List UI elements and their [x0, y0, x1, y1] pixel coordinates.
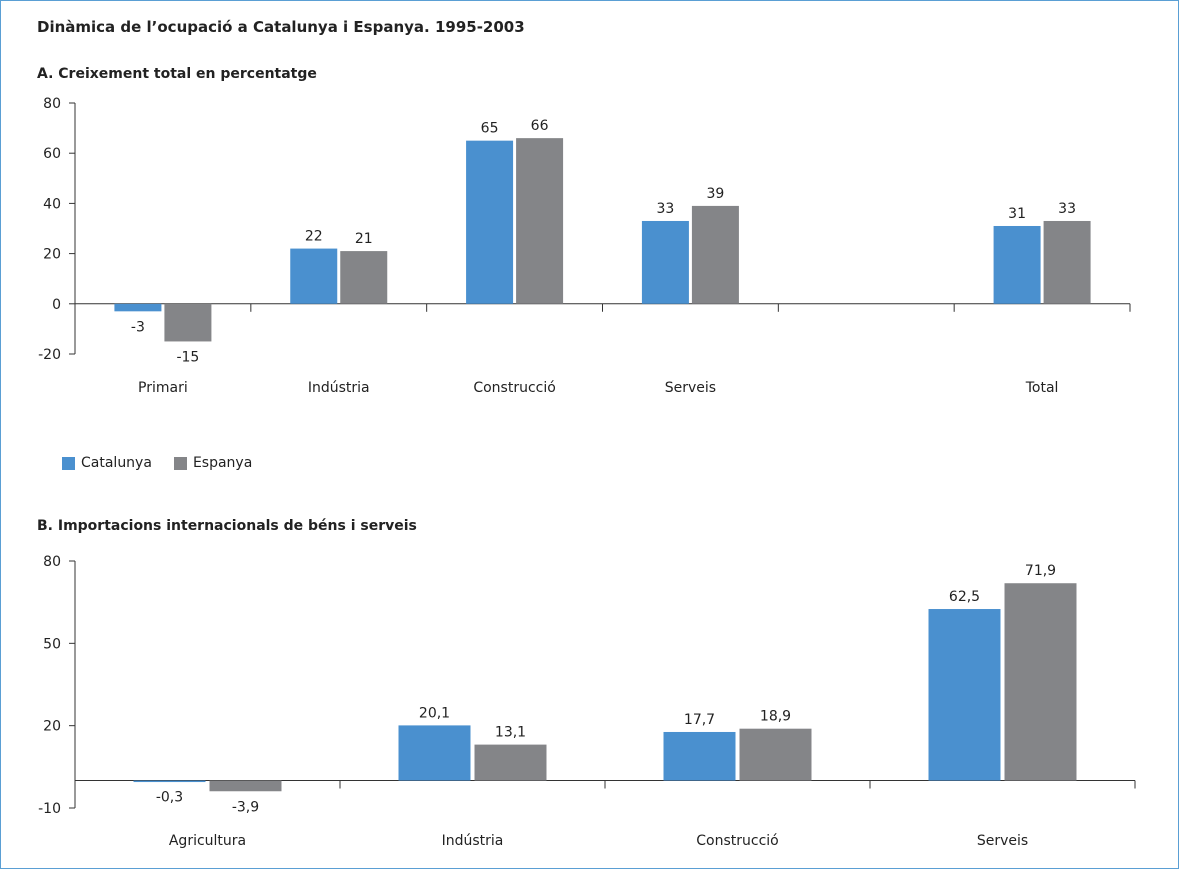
chart-b-bar-espanya: [739, 728, 812, 781]
chart-b-y-tick-label: 20: [43, 719, 61, 735]
chart-b-data-label: 71,9: [1025, 563, 1056, 579]
chart-a-category-label: Construcció: [473, 380, 555, 396]
chart-a-bar-espanya: [164, 303, 212, 342]
chart-b-y-tick-label: -10: [38, 801, 61, 817]
chart-b-category-label: Agricultura: [169, 833, 246, 849]
legend: Catalunya Espanya: [62, 455, 274, 471]
chart-a-y-tick-label: -20: [38, 347, 61, 363]
chart-b-y-tick-label: 50: [43, 636, 61, 652]
chart-b-bar-catalunya: [928, 609, 1001, 781]
chart-a-bar-catalunya: [641, 220, 689, 304]
figure-title: Dinàmica de l’ocupació a Catalunya i Esp…: [37, 18, 525, 36]
chart-b-category-label: Serveis: [977, 833, 1028, 849]
chart-a-data-label: 21: [355, 231, 373, 247]
legend-item-espanya: Espanya: [173, 455, 253, 471]
chart-a-y-tick-label: 20: [43, 247, 61, 263]
chart-b-data-label: 62,5: [949, 589, 980, 605]
chart-a-data-label: -15: [176, 349, 199, 365]
chart-a-bar-catalunya: [290, 248, 338, 304]
chart-a-data-label: 65: [481, 121, 499, 137]
chart-b-category-label: Construcció: [696, 833, 778, 849]
chart-a-bar-espanya: [1043, 220, 1091, 304]
chart-a-data-label: 39: [707, 186, 725, 202]
chart-a-bar-espanya: [340, 251, 388, 304]
chart-a-data-label: 33: [657, 201, 675, 217]
chart-a-y-tick-label: 80: [43, 96, 61, 112]
chart-b: 80 50 20 -10 Agricultura -0,3 -3,9 Indústria 20,…: [38, 554, 1136, 849]
chart-a-data-label: 33: [1058, 201, 1076, 217]
chart-b-data-label: 20,1: [419, 705, 450, 721]
chart-a-y-tick-label: 60: [43, 146, 61, 162]
chart-b-bar-espanya: [1004, 583, 1077, 781]
chart-a-bar-catalunya: [466, 140, 514, 304]
chart-a-bar-espanya: [691, 205, 739, 304]
chart-a-y-tick-label: 40: [43, 196, 61, 212]
chart-a-bar-catalunya: [993, 225, 1041, 304]
chart-b-data-label: -3,9: [232, 799, 259, 815]
legend-item-catalunya: Catalunya: [62, 455, 152, 471]
chart-b-bar-catalunya: [133, 780, 206, 783]
legend-label-catalunya: Catalunya: [81, 455, 152, 471]
chart-a-category-label: Primari: [138, 380, 188, 396]
chart-b-data-label: -0,3: [156, 789, 183, 805]
chart-a-data-label: 31: [1008, 206, 1026, 222]
legend-label-espanya: Espanya: [192, 455, 253, 471]
chart-a: 80 60 40 20 0 -20 Primari -3 -15 Indústria 22 21 Con…: [38, 96, 1131, 396]
chart-a-data-label: 66: [531, 118, 549, 134]
chart-b-y-tick-label: 80: [43, 554, 61, 570]
chart-b-bar-catalunya: [398, 725, 471, 781]
chart-b-bar-catalunya: [663, 731, 736, 781]
legend-swatch-espanya: [173, 456, 187, 470]
panel-a-title: A. Creixement total en percentatge: [37, 66, 317, 82]
chart-a-category-label: Serveis: [665, 380, 716, 396]
chart-a-y-tick-label: 0: [52, 297, 61, 313]
chart-b-data-label: 17,7: [684, 712, 715, 728]
chart-a-bar-espanya: [516, 138, 564, 304]
legend-swatch-catalunya: [62, 456, 75, 470]
chart-b-bar-espanya: [209, 780, 282, 792]
chart-a-data-label: -3: [131, 319, 145, 335]
chart-a-category-label: Total: [1025, 380, 1059, 396]
chart-b-data-label: 13,1: [495, 725, 526, 741]
chart-b-category-label: Indústria: [442, 833, 504, 849]
chart-b-bar-espanya: [474, 744, 547, 781]
chart-a-data-label: 22: [305, 229, 323, 245]
chart-b-data-label: 18,9: [760, 709, 791, 725]
panel-b-title: B. Importacions internacionals de béns i…: [37, 518, 417, 534]
chart-a-bar-catalunya: [114, 303, 162, 312]
chart-a-category-label: Indústria: [308, 380, 370, 396]
